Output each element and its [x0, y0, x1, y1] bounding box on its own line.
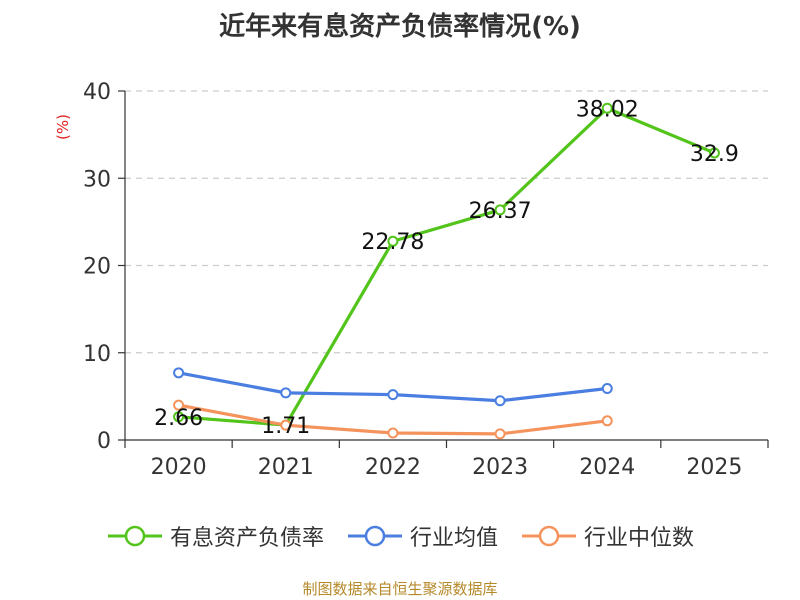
x-tick-label: 2020	[151, 455, 207, 480]
data-point	[708, 147, 720, 159]
data-point	[280, 387, 292, 399]
data-point	[173, 367, 185, 379]
data-point	[173, 399, 185, 411]
x-tick-label: 2024	[579, 455, 635, 480]
data-label: 32.9	[690, 142, 739, 167]
y-tick-label: 30	[83, 167, 111, 192]
label-layer: 2.66 1.71 22.78 26.37 38.02 32.9	[154, 97, 739, 439]
legend-marker-icon	[107, 525, 162, 547]
data-point	[494, 204, 506, 216]
y-tick-label: 40	[83, 80, 111, 105]
grid-layer	[125, 90, 768, 354]
data-label: 38.02	[576, 97, 639, 122]
x-tick-label: 2023	[472, 455, 528, 480]
legend-item[interactable]: 行业均值	[346, 520, 498, 552]
legend-label: 行业均值	[409, 526, 498, 551]
data-point	[387, 235, 399, 247]
data-point	[494, 428, 506, 440]
data-point	[280, 419, 292, 431]
chart-title: 近年来有息资产负债率情况(%)	[219, 12, 581, 42]
legend-label: 行业中位数	[584, 526, 695, 551]
y-tick-label: 0	[97, 429, 111, 454]
x-tick-label: 2022	[365, 455, 421, 480]
x-tick-label: 2021	[258, 455, 314, 480]
data-point	[173, 411, 185, 423]
source-note: 制图数据来自恒生聚源数据库	[302, 580, 498, 598]
y-axis-title: (%)	[54, 114, 72, 140]
legend-item[interactable]: 有息资产负债率	[106, 520, 324, 552]
legend: 有息资产负债率 行业均值 行业中位数	[0, 520, 800, 552]
data-label: 22.78	[361, 230, 424, 255]
data-point	[387, 389, 399, 401]
legend-item[interactable]: 行业中位数	[520, 520, 694, 552]
data-label: 1.71	[261, 414, 310, 439]
data-point	[494, 395, 506, 407]
data-label: 26.37	[469, 199, 532, 224]
y-tick-label: 20	[83, 255, 111, 280]
data-point	[601, 415, 613, 427]
series-line	[178, 106, 716, 427]
axis-layer: 0 10 20 30 40 2020 2021 2022 2023 2024 2025 (%)	[54, 80, 769, 480]
y-tick-label: 10	[83, 342, 111, 367]
data-point	[601, 383, 613, 395]
data-point	[387, 427, 399, 439]
legend-marker-icon	[522, 525, 576, 547]
legend-label: 有息资产负债率	[169, 526, 324, 551]
data-label: 2.66	[154, 406, 203, 431]
series-layer	[173, 102, 720, 440]
legend-marker-icon	[347, 525, 402, 547]
data-point	[601, 102, 613, 114]
x-tick-label: 2025	[686, 455, 742, 480]
